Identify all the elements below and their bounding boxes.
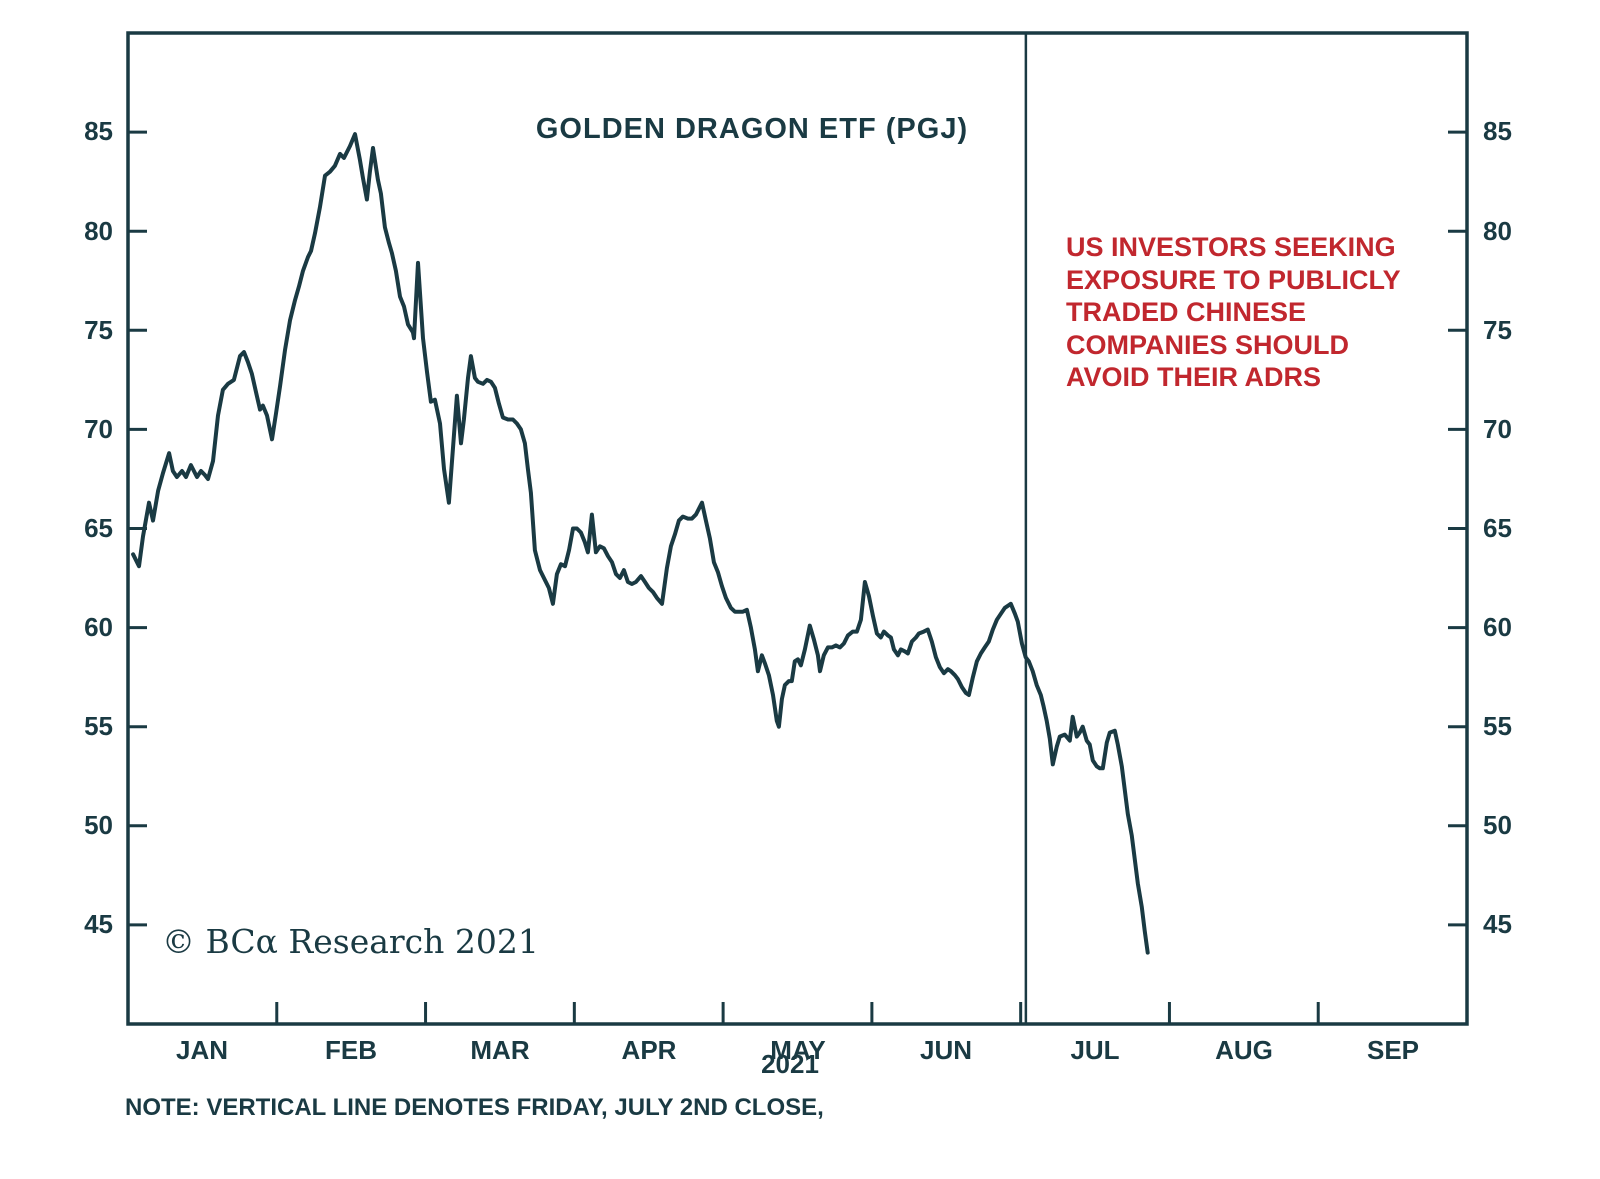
y-axis-left-labels: 85 80 75 70 65 60 55 50 45 [84,116,113,939]
month-label: SEP [1367,1035,1419,1065]
month-label: MAR [470,1035,529,1065]
y-tick-label: 45 [84,909,113,939]
y-tick-label: 65 [84,513,113,543]
chart-title: GOLDEN DRAGON ETF (PGJ) [536,113,968,145]
y-tick-label: 45 [1483,909,1512,939]
bca-research-watermark: © BCα Research 2021 [162,922,539,961]
y-tick-label: 70 [1483,414,1512,444]
month-label: FEB [325,1035,377,1065]
y-tick-label: 75 [84,315,113,345]
y-tick-label: 55 [84,711,113,741]
month-label: JUN [920,1035,972,1065]
x-axis-month-labels: JAN FEB MAR APR MAY JUN JUL AUG SEP [176,1035,1419,1065]
month-label: AUG [1215,1035,1273,1065]
month-label: JAN [176,1035,228,1065]
annotation-line: COMPANIES SHOULD [1066,330,1349,360]
annotation-block: US INVESTORS SEEKING EXPOSURE TO PUBLICL… [1066,232,1401,392]
annotation-line: TRADED CHINESE [1066,297,1306,327]
footnote: NOTE: VERTICAL LINE DENOTES FRIDAY, JULY… [125,1094,824,1121]
y-tick-label: 80 [1483,216,1512,246]
y-tick-label: 75 [1483,315,1512,345]
month-label: JUL [1070,1035,1119,1065]
year-label: 2021 [761,1049,819,1079]
price-line [131,132,1150,955]
annotation-line: EXPOSURE TO PUBLICLY [1066,265,1401,295]
y-tick-label: 80 [84,216,113,246]
y-tick-label: 50 [1483,810,1512,840]
month-label: MAY [770,1035,825,1065]
y-tick-label: 85 [84,116,113,146]
annotation-line: US INVESTORS SEEKING [1066,232,1396,262]
y-tick-label: 85 [1483,116,1512,146]
month-label: APR [622,1035,677,1065]
y-tick-label: 65 [1483,513,1512,543]
y-tick-label: 60 [84,612,113,642]
y-tick-label: 70 [84,414,113,444]
y-tick-label: 60 [1483,612,1512,642]
annotation-line: AVOID THEIR ADRS [1066,362,1321,392]
plot-frame [126,31,1469,1026]
y-tick-label: 50 [84,810,113,840]
y-tick-label: 55 [1483,711,1512,741]
axis-ticks [128,130,1467,1024]
y-axis-right-labels: 85 80 75 70 65 60 55 50 45 [1483,116,1512,939]
